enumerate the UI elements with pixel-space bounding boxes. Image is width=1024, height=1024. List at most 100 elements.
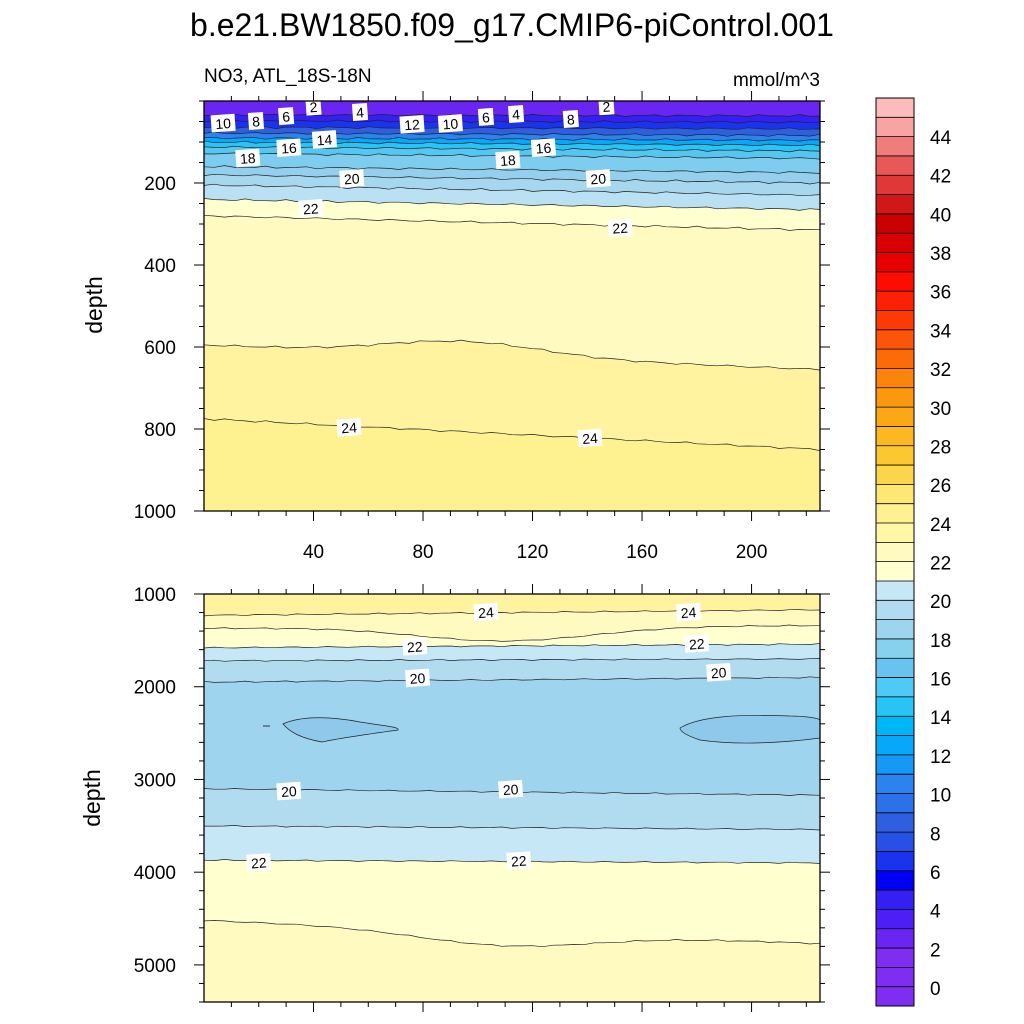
contour-label: 20 <box>590 170 607 187</box>
top-y-axis-label: depth <box>81 276 107 334</box>
contour-label-box <box>706 663 732 682</box>
colorbar-swatch <box>876 349 914 369</box>
contour-label-box <box>298 199 324 218</box>
contour-line <box>204 658 820 662</box>
contour-label: 18 <box>239 150 256 167</box>
colorbar-swatch <box>876 638 914 659</box>
colorbar-swatch <box>876 658 914 678</box>
colorbar-swatch <box>876 542 914 563</box>
contour-label: 24 <box>582 430 599 447</box>
colorbar-swatch <box>876 600 914 621</box>
colorbar-label: 20 <box>930 592 951 613</box>
colorbar-label: 32 <box>930 360 951 381</box>
contour-label: 6 <box>282 108 291 125</box>
colorbar-label: 4 <box>930 902 941 923</box>
contour-label-box <box>607 218 633 237</box>
subtitle-right: mmol/m^3 <box>733 70 820 91</box>
contour-label: 2 <box>309 99 318 116</box>
contour-label-box <box>437 114 463 133</box>
contour-label-box <box>506 851 532 870</box>
contour-label: 16 <box>535 140 552 157</box>
colorbar-swatch <box>876 213 914 234</box>
colorbar-label: 38 <box>930 244 951 265</box>
closed-contour <box>282 717 399 743</box>
contour-label: 20 <box>502 781 519 798</box>
x-tick-label: 200 <box>736 542 768 563</box>
colorbar-label: 28 <box>930 437 951 458</box>
contour-label: 8 <box>566 111 575 128</box>
colorbar-swatch <box>876 561 914 582</box>
colorbar-swatch <box>876 445 914 466</box>
y-tick-label: 400 <box>144 256 176 277</box>
contour-label: 18 <box>500 152 517 169</box>
contour-line <box>204 140 820 147</box>
contour-line <box>204 339 820 371</box>
contour-label-box <box>530 138 557 157</box>
colorbar-label: 14 <box>930 708 952 729</box>
colorbar-label: 6 <box>930 863 941 884</box>
contour-label-box <box>235 148 261 168</box>
colorbar-label: 22 <box>930 554 951 575</box>
colorbar-swatch <box>876 136 914 157</box>
colorbar-label: 26 <box>930 476 951 497</box>
colorbar-swatch <box>876 928 914 949</box>
colorbar-swatch <box>876 619 914 640</box>
contour-label: 10 <box>442 115 459 132</box>
colorbar-swatch <box>876 503 914 524</box>
contour-line <box>204 609 820 617</box>
contour-label-box <box>351 102 369 121</box>
colorbar-swatch <box>876 484 914 505</box>
contour-label: 24 <box>680 604 697 621</box>
contour-label-box <box>585 169 611 188</box>
contour-line <box>204 624 820 642</box>
closed-contour <box>679 714 820 744</box>
colorbar-swatch <box>876 310 914 331</box>
y-tick-label: 2000 <box>134 678 176 699</box>
contour-label: 22 <box>250 854 267 871</box>
colorbar-swatch <box>876 716 914 736</box>
contour-label-box <box>276 138 302 157</box>
x-tick-label: 160 <box>626 542 658 563</box>
contour-label: 20 <box>710 664 727 681</box>
contour-label-box <box>336 417 362 437</box>
colorbar-swatch <box>876 754 914 775</box>
colorbar-swatch <box>876 523 914 543</box>
colorbar-label: 8 <box>930 824 941 845</box>
contour-label-box <box>598 97 615 116</box>
colorbar: 0246810121416182022242628303234363840424… <box>875 97 952 1007</box>
colorbar-label: 0 <box>930 979 941 1000</box>
colorbar-swatch <box>876 774 914 794</box>
colorbar-label: 34 <box>930 321 952 342</box>
contour-label-box <box>278 107 295 126</box>
contour-label: 4 <box>512 106 521 123</box>
contour-line <box>204 920 820 948</box>
contour-line <box>204 183 820 197</box>
colorbar-frame <box>875 97 915 1007</box>
colorbar-swatch <box>876 252 914 273</box>
colorbar-swatch <box>876 426 914 447</box>
contour-label: 24 <box>478 604 495 621</box>
colorbar-swatch <box>876 117 914 138</box>
contour-line <box>204 125 820 130</box>
contour-label: 22 <box>688 636 705 653</box>
contour-line <box>204 145 820 153</box>
contour-label: 24 <box>341 419 358 436</box>
contour-label-box <box>399 114 425 134</box>
contour-label: 8 <box>252 113 261 130</box>
colorbar-swatch <box>876 735 914 756</box>
y-tick-label: 5000 <box>134 956 176 977</box>
contour-line <box>204 173 820 185</box>
colorbar-swatch <box>876 870 914 891</box>
contour-line <box>204 136 820 142</box>
colorbar-swatch <box>876 580 914 601</box>
colorbar-swatch <box>876 407 914 427</box>
colorbar-label: 18 <box>930 631 951 652</box>
contour-label-box <box>210 113 236 133</box>
contour-label-box <box>507 105 525 124</box>
colorbar-label: 44 <box>930 128 952 149</box>
contour-label: 22 <box>406 638 423 655</box>
colorbar-swatch <box>876 967 914 988</box>
colorbar-label: 40 <box>930 205 951 226</box>
